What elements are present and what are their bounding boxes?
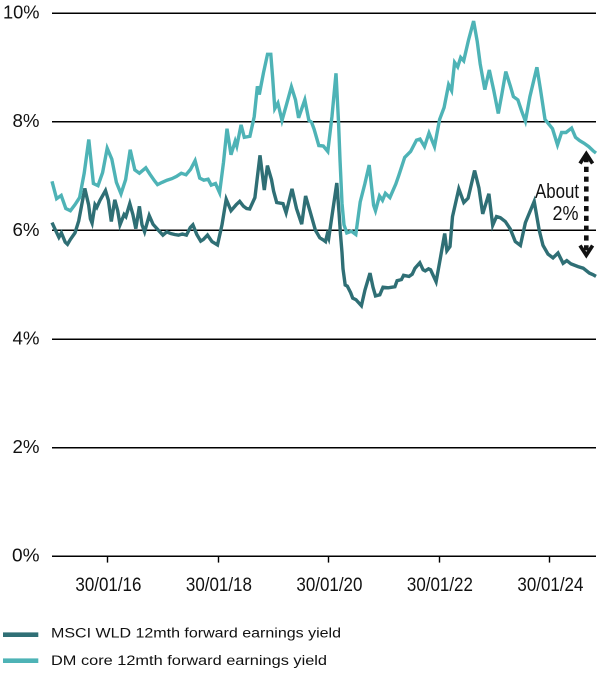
svg-text:4%: 4%: [13, 328, 40, 348]
svg-text:DM core 12mth forward earnings: DM core 12mth forward earnings yield: [51, 653, 327, 669]
svg-text:0%: 0%: [12, 546, 40, 566]
svg-text:6%: 6%: [13, 220, 40, 240]
svg-text:30/01/18: 30/01/18: [186, 575, 252, 596]
svg-text:MSCI WLD 12mth forward earning: MSCI WLD 12mth forward earnings yield: [51, 626, 341, 642]
svg-text:2%: 2%: [13, 437, 40, 457]
svg-text:30/01/20: 30/01/20: [296, 575, 362, 596]
svg-text:30/01/24: 30/01/24: [517, 575, 583, 596]
svg-text:10%: 10%: [3, 3, 40, 23]
svg-text:30/01/22: 30/01/22: [407, 575, 473, 596]
svg-text:2%: 2%: [553, 203, 579, 225]
svg-text:30/01/16: 30/01/16: [75, 575, 141, 596]
svg-text:About: About: [535, 181, 579, 203]
svg-text:8%: 8%: [13, 111, 40, 131]
